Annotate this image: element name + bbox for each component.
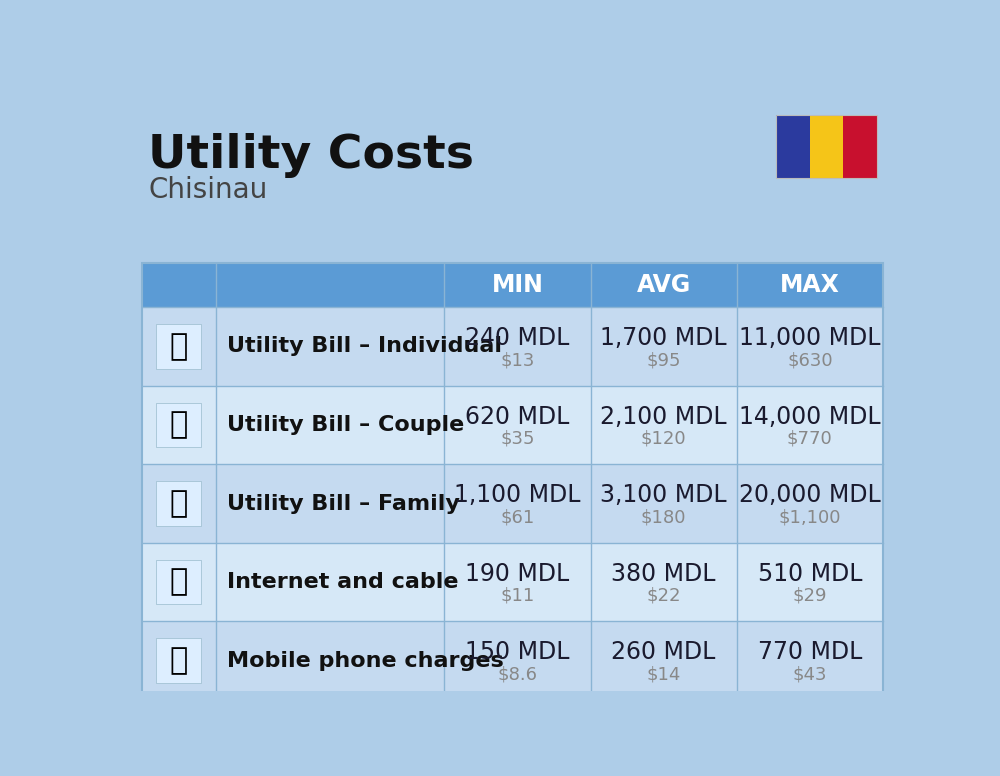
Text: 150 MDL: 150 MDL [465, 640, 570, 664]
Text: MIN: MIN [491, 273, 543, 297]
Text: 380 MDL: 380 MDL [611, 562, 716, 586]
Text: 620 MDL: 620 MDL [465, 404, 570, 428]
Text: 240 MDL: 240 MDL [465, 326, 570, 350]
Bar [156, 403, 201, 447]
Bar [142, 464, 883, 542]
Text: 260 MDL: 260 MDL [611, 640, 716, 664]
Text: $22: $22 [646, 587, 681, 605]
Text: 🔌: 🔌 [170, 332, 188, 361]
Text: MAX: MAX [780, 273, 840, 297]
Bar [142, 386, 883, 464]
Text: 📱: 📱 [170, 646, 188, 675]
Text: 🔌: 🔌 [170, 411, 188, 439]
Text: 📡: 📡 [170, 567, 188, 597]
Bar [142, 542, 216, 622]
Text: $1,100: $1,100 [779, 508, 841, 526]
Text: $13: $13 [500, 352, 535, 369]
Text: $120: $120 [641, 430, 686, 448]
Text: $11: $11 [500, 587, 535, 605]
Bar [142, 386, 216, 464]
Text: 20,000 MDL: 20,000 MDL [739, 483, 881, 507]
Bar [142, 262, 883, 307]
Text: Utility Bill – Individual: Utility Bill – Individual [227, 337, 502, 356]
Text: $61: $61 [500, 508, 535, 526]
Bar [156, 639, 201, 683]
Text: $43: $43 [793, 666, 827, 684]
Bar [142, 307, 216, 386]
Text: $95: $95 [646, 352, 681, 369]
Text: 510 MDL: 510 MDL [758, 562, 862, 586]
Bar [776, 115, 810, 178]
Bar [142, 262, 883, 700]
Bar [142, 622, 883, 700]
Text: $14: $14 [646, 666, 681, 684]
Text: 11,000 MDL: 11,000 MDL [739, 326, 881, 350]
Text: $630: $630 [787, 352, 833, 369]
Bar [156, 324, 201, 369]
Text: $8.6: $8.6 [497, 666, 537, 684]
Text: Mobile phone charges: Mobile phone charges [227, 650, 503, 670]
Bar [142, 622, 216, 700]
Text: $29: $29 [793, 587, 827, 605]
Text: 1,100 MDL: 1,100 MDL [454, 483, 581, 507]
Text: $770: $770 [787, 430, 833, 448]
Text: 14,000 MDL: 14,000 MDL [739, 404, 881, 428]
Text: Chisinau: Chisinau [148, 176, 268, 204]
Text: 2,100 MDL: 2,100 MDL [600, 404, 727, 428]
Bar [156, 559, 201, 605]
Text: $180: $180 [641, 508, 686, 526]
Text: 190 MDL: 190 MDL [465, 562, 570, 586]
Text: Utility Bill – Family: Utility Bill – Family [227, 494, 459, 514]
Bar [810, 115, 843, 178]
Text: Utility Costs: Utility Costs [148, 133, 474, 178]
Text: AVG: AVG [637, 273, 691, 297]
Text: 770 MDL: 770 MDL [758, 640, 862, 664]
Bar [142, 542, 883, 622]
Bar [776, 115, 877, 178]
Text: 🔌: 🔌 [170, 489, 188, 518]
Text: 1,700 MDL: 1,700 MDL [600, 326, 727, 350]
Bar [142, 307, 883, 386]
Bar [156, 481, 201, 526]
Text: 3,100 MDL: 3,100 MDL [600, 483, 727, 507]
Bar [142, 464, 216, 542]
Bar [843, 115, 877, 178]
Text: $35: $35 [500, 430, 535, 448]
Text: Internet and cable: Internet and cable [227, 572, 458, 592]
Text: Utility Bill – Couple: Utility Bill – Couple [227, 415, 464, 435]
